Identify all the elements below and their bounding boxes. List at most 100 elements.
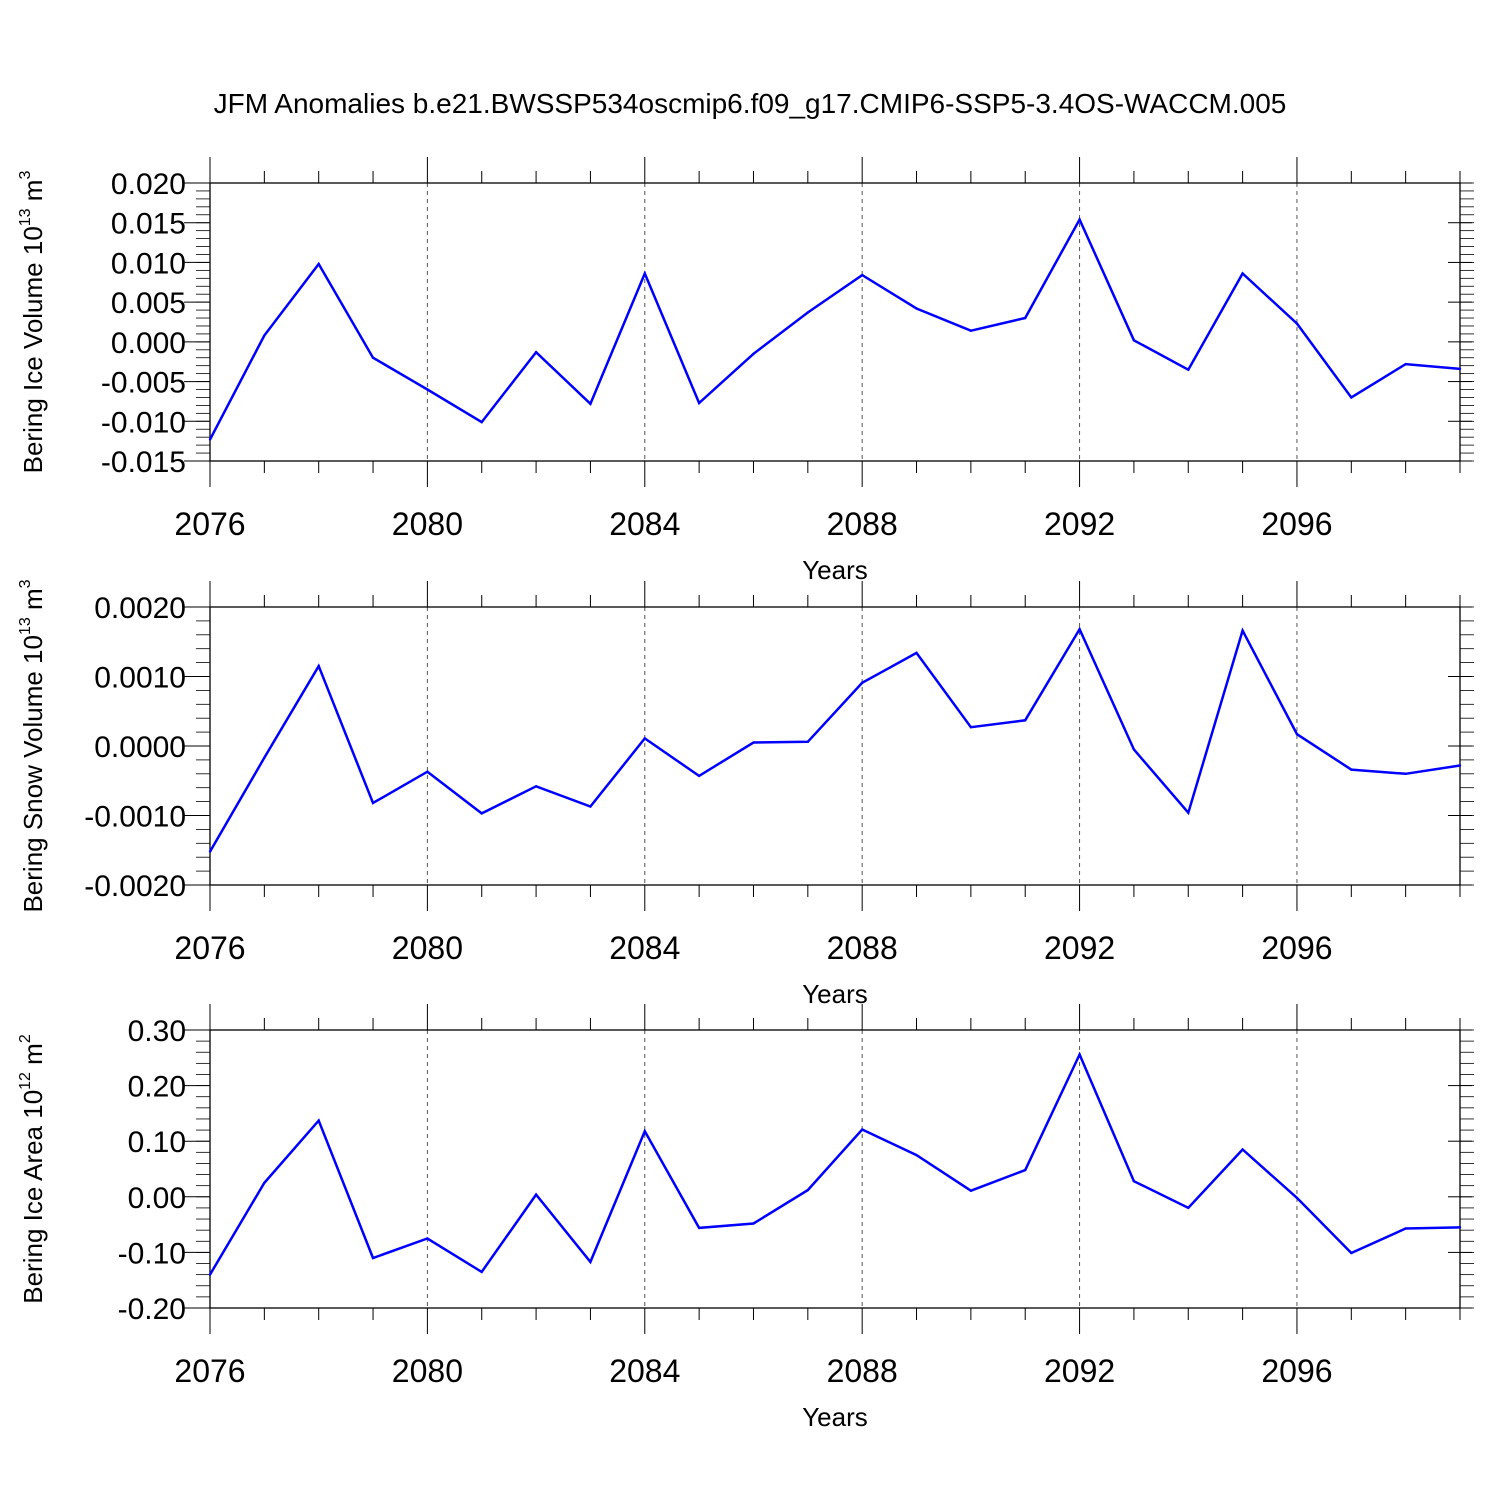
data-point: [1458, 367, 1462, 371]
data-point: [643, 737, 646, 740]
x-tick-label: 2092: [1044, 930, 1115, 966]
data-point: [1187, 1206, 1190, 1210]
y-tick-label: 0.010: [111, 247, 186, 280]
y-tick-label: 0.30: [128, 1015, 186, 1048]
y-axis-label-exp: 13: [17, 617, 34, 635]
data-point: [752, 352, 755, 355]
y-axis-label-unit: m: [18, 1043, 48, 1072]
data-point: [263, 756, 266, 760]
data-point: [752, 741, 755, 744]
x-tick-label: 2076: [174, 1353, 245, 1389]
y-tick-label: -0.10: [118, 1237, 186, 1270]
data-point: [1241, 1148, 1244, 1151]
y-axis-label-exp: 13: [17, 208, 34, 226]
y-tick-label: -0.0010: [84, 801, 186, 834]
data-point: [589, 402, 592, 406]
data-point: [860, 273, 864, 277]
data-point: [1187, 368, 1190, 371]
data-point: [1350, 1251, 1353, 1255]
y-tick-label: 0.015: [111, 208, 186, 241]
data-point: [317, 1119, 320, 1122]
data-point: [752, 1222, 755, 1225]
x-axis-label: Years: [802, 1402, 868, 1432]
x-tick-label: 2080: [392, 506, 463, 542]
y-tick-label: -0.20: [118, 1293, 186, 1326]
x-tick-label: 2080: [392, 1353, 463, 1389]
x-tick-label: 2088: [827, 506, 898, 542]
data-point: [1132, 1180, 1136, 1183]
data-point: [1024, 1168, 1027, 1172]
plot-frame: [209, 606, 1461, 886]
x-tick-label: 2076: [174, 930, 245, 966]
y-tick-label: 0.000: [111, 327, 186, 360]
data-point: [1241, 629, 1244, 632]
data-point: [426, 388, 429, 391]
data-point: [208, 850, 212, 853]
series-line: [208, 1051, 1461, 1276]
x-tick-label: 2084: [609, 930, 680, 966]
y-axis-label-unit: m: [18, 588, 48, 617]
data-point: [1187, 811, 1190, 814]
data-point: [915, 651, 918, 655]
y-tick-label: 0.0020: [94, 592, 186, 625]
data-point: [317, 664, 320, 668]
data-point: [589, 1260, 592, 1264]
data-point: [1024, 316, 1027, 320]
x-tick-label: 2084: [609, 1353, 680, 1389]
data-point: [1404, 362, 1407, 366]
y-axis-label-text: Bering Snow Volume 10: [18, 635, 48, 913]
panel-snow-volume: -0.0020 -0.0010 0.0000 0.0010 0.0020 2076 2080…: [17, 579, 1474, 1009]
y-tick-label: 0.20: [128, 1071, 186, 1104]
data-point: [1078, 1053, 1081, 1056]
x-tick-label: 2084: [609, 506, 680, 542]
data-point: [208, 1273, 212, 1276]
data-point: [1132, 748, 1136, 751]
data-point: [969, 1189, 973, 1192]
y-axis-label-exp: 12: [17, 1072, 34, 1090]
x-tick-label: 2096: [1261, 930, 1332, 966]
data-point: [534, 350, 538, 354]
data-point: [969, 329, 973, 332]
plot-frame: [209, 182, 1461, 462]
y-axis-label: Bering Ice Area 1012 m2: [17, 1034, 48, 1304]
y-axis-label-text: Bering Ice Volume 10: [18, 226, 48, 473]
data-point: [426, 770, 429, 773]
series-line: [208, 626, 1461, 853]
data-point: [697, 1226, 701, 1230]
y-tick-label: 0.005: [111, 287, 186, 320]
data-point: [1132, 339, 1136, 342]
data-point: [1350, 396, 1353, 399]
data-point: [480, 812, 483, 815]
data-point: [1295, 732, 1299, 736]
y-tick-label: -0.015: [101, 446, 186, 479]
plot-frame: [209, 1029, 1461, 1309]
x-axis-label: Years: [802, 555, 868, 585]
data-point: [806, 311, 810, 314]
data-point: [643, 272, 646, 275]
data-point: [371, 1256, 375, 1260]
data-point: [915, 1153, 918, 1157]
data-point: [806, 1188, 810, 1192]
data-point: [263, 334, 266, 337]
data-point: [317, 262, 320, 266]
data-point: [860, 681, 864, 684]
data-point: [643, 1129, 646, 1133]
y-axis-label-text: Bering Ice Area 10: [18, 1090, 48, 1304]
data-point: [1295, 322, 1299, 325]
data-point: [1350, 768, 1353, 771]
x-tick-label: 2096: [1261, 506, 1332, 542]
y-axis-label-unit-exp: 3: [17, 171, 34, 180]
x-tick-label: 2076: [174, 506, 245, 542]
y-tick-label: 0.10: [128, 1126, 186, 1159]
x-tick-label: 2092: [1044, 1353, 1115, 1389]
data-point: [915, 307, 918, 310]
data-point: [1078, 218, 1081, 221]
data-point: [697, 401, 701, 405]
data-point: [480, 1270, 483, 1274]
data-point: [534, 1193, 538, 1196]
y-tick-label: -0.005: [101, 367, 186, 400]
y-tick-label: 0.00: [128, 1182, 186, 1215]
panel-ice-volume: -0.015 -0.010 -0.005 0.000 0.005 0.010 0.015 0.…: [17, 157, 1474, 585]
data-point: [263, 1181, 266, 1185]
x-axis-label: Years: [802, 979, 868, 1009]
